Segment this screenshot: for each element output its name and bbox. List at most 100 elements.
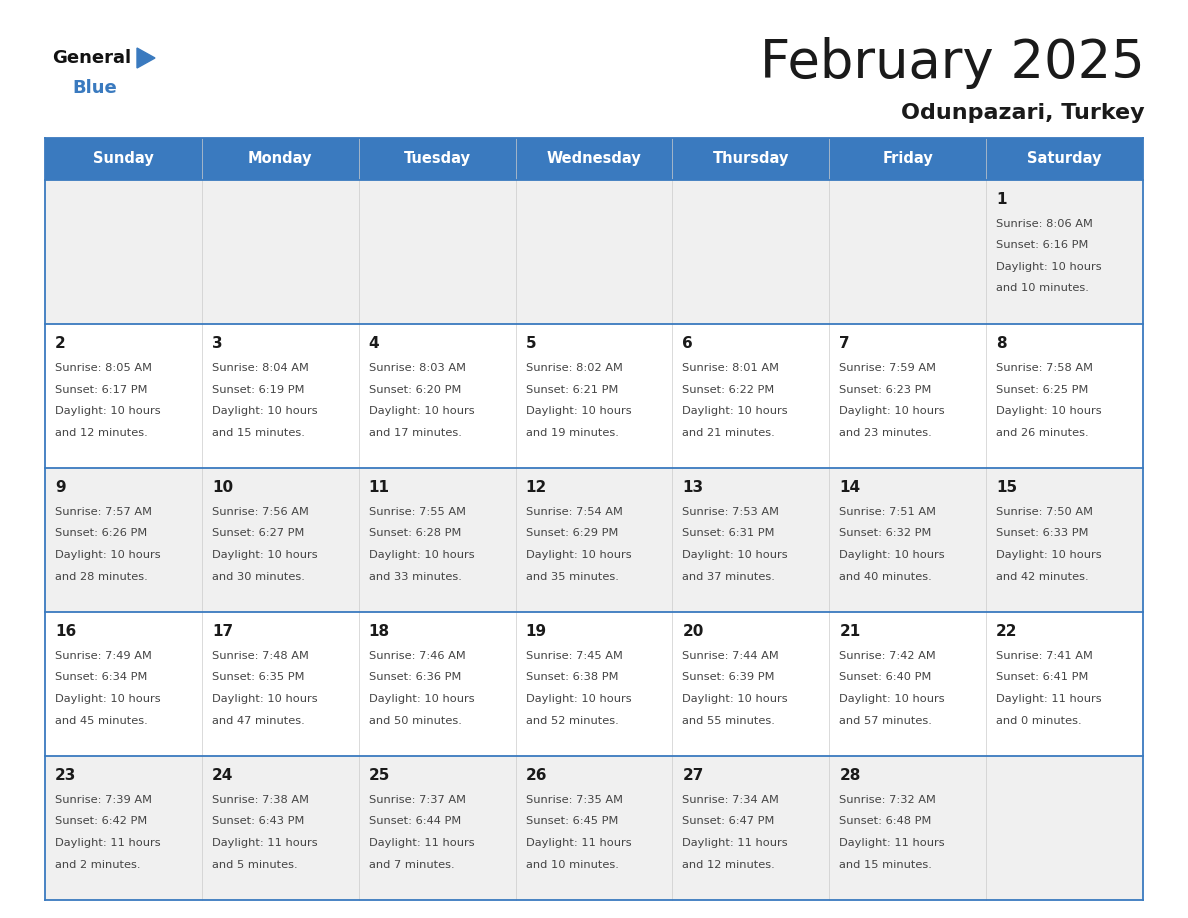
Text: and 50 minutes.: and 50 minutes. — [368, 715, 462, 725]
Text: Daylight: 11 hours: Daylight: 11 hours — [368, 838, 474, 848]
Text: Sunrise: 7:48 AM: Sunrise: 7:48 AM — [211, 651, 309, 661]
Text: Daylight: 10 hours: Daylight: 10 hours — [55, 550, 160, 560]
Text: Daylight: 10 hours: Daylight: 10 hours — [211, 406, 317, 416]
Text: 2: 2 — [55, 336, 65, 351]
Text: Daylight: 11 hours: Daylight: 11 hours — [997, 694, 1101, 704]
Text: Sunset: 6:45 PM: Sunset: 6:45 PM — [525, 816, 618, 826]
Bar — [45, 468, 1143, 612]
Text: Sunset: 6:20 PM: Sunset: 6:20 PM — [368, 385, 461, 395]
Text: and 47 minutes.: and 47 minutes. — [211, 715, 304, 725]
Text: and 10 minutes.: and 10 minutes. — [997, 284, 1089, 294]
Text: Monday: Monday — [248, 151, 312, 166]
Text: Sunset: 6:23 PM: Sunset: 6:23 PM — [839, 385, 931, 395]
Text: Daylight: 10 hours: Daylight: 10 hours — [368, 406, 474, 416]
Text: and 5 minutes.: and 5 minutes. — [211, 859, 297, 869]
Text: and 30 minutes.: and 30 minutes. — [211, 572, 305, 581]
Text: Daylight: 10 hours: Daylight: 10 hours — [525, 550, 631, 560]
Text: and 15 minutes.: and 15 minutes. — [839, 859, 933, 869]
Bar — [45, 180, 1143, 324]
Text: and 19 minutes.: and 19 minutes. — [525, 428, 619, 438]
Text: Sunset: 6:29 PM: Sunset: 6:29 PM — [525, 529, 618, 539]
Text: Sunset: 6:21 PM: Sunset: 6:21 PM — [525, 385, 618, 395]
Text: Daylight: 11 hours: Daylight: 11 hours — [525, 838, 631, 848]
Text: Daylight: 10 hours: Daylight: 10 hours — [368, 694, 474, 704]
Text: and 37 minutes.: and 37 minutes. — [682, 572, 776, 581]
Text: and 40 minutes.: and 40 minutes. — [839, 572, 933, 581]
Text: Sunrise: 7:57 AM: Sunrise: 7:57 AM — [55, 507, 152, 517]
Text: and 33 minutes.: and 33 minutes. — [368, 572, 462, 581]
Text: Daylight: 10 hours: Daylight: 10 hours — [211, 550, 317, 560]
Text: 8: 8 — [997, 336, 1006, 351]
Text: Sunset: 6:26 PM: Sunset: 6:26 PM — [55, 529, 147, 539]
Text: and 23 minutes.: and 23 minutes. — [839, 428, 933, 438]
Text: Daylight: 10 hours: Daylight: 10 hours — [368, 550, 474, 560]
Text: Sunrise: 7:39 AM: Sunrise: 7:39 AM — [55, 795, 152, 805]
Text: and 45 minutes.: and 45 minutes. — [55, 715, 147, 725]
Text: Daylight: 10 hours: Daylight: 10 hours — [839, 550, 944, 560]
Text: and 26 minutes.: and 26 minutes. — [997, 428, 1088, 438]
Text: and 12 minutes.: and 12 minutes. — [682, 859, 776, 869]
Text: Sunset: 6:22 PM: Sunset: 6:22 PM — [682, 385, 775, 395]
Text: 11: 11 — [368, 480, 390, 495]
Text: Sunset: 6:34 PM: Sunset: 6:34 PM — [55, 673, 147, 682]
Text: Sunrise: 7:42 AM: Sunrise: 7:42 AM — [839, 651, 936, 661]
Text: Sunrise: 7:34 AM: Sunrise: 7:34 AM — [682, 795, 779, 805]
Text: Sunset: 6:35 PM: Sunset: 6:35 PM — [211, 673, 304, 682]
Text: Sunrise: 7:35 AM: Sunrise: 7:35 AM — [525, 795, 623, 805]
Text: 21: 21 — [839, 624, 860, 639]
Text: Sunset: 6:47 PM: Sunset: 6:47 PM — [682, 816, 775, 826]
Text: Daylight: 10 hours: Daylight: 10 hours — [682, 550, 788, 560]
Text: 22: 22 — [997, 624, 1018, 639]
Text: Daylight: 10 hours: Daylight: 10 hours — [997, 262, 1101, 272]
Text: Sunrise: 7:53 AM: Sunrise: 7:53 AM — [682, 507, 779, 517]
Text: Daylight: 10 hours: Daylight: 10 hours — [997, 550, 1101, 560]
Text: Sunrise: 7:41 AM: Sunrise: 7:41 AM — [997, 651, 1093, 661]
Text: and 21 minutes.: and 21 minutes. — [682, 428, 776, 438]
Text: 5: 5 — [525, 336, 536, 351]
Text: 1: 1 — [997, 192, 1006, 207]
Text: and 42 minutes.: and 42 minutes. — [997, 572, 1088, 581]
Text: 26: 26 — [525, 768, 546, 783]
Text: Daylight: 11 hours: Daylight: 11 hours — [55, 838, 160, 848]
Text: 23: 23 — [55, 768, 76, 783]
Text: Sunset: 6:16 PM: Sunset: 6:16 PM — [997, 241, 1088, 251]
Bar — [45, 138, 1143, 180]
Text: Sunrise: 8:01 AM: Sunrise: 8:01 AM — [682, 363, 779, 373]
Text: and 0 minutes.: and 0 minutes. — [997, 715, 1082, 725]
Bar — [45, 612, 1143, 756]
Text: Daylight: 10 hours: Daylight: 10 hours — [682, 694, 788, 704]
Text: Sunset: 6:17 PM: Sunset: 6:17 PM — [55, 385, 147, 395]
Text: and 17 minutes.: and 17 minutes. — [368, 428, 462, 438]
Text: 3: 3 — [211, 336, 222, 351]
Text: 13: 13 — [682, 480, 703, 495]
Text: Sunset: 6:33 PM: Sunset: 6:33 PM — [997, 529, 1088, 539]
Text: Sunset: 6:39 PM: Sunset: 6:39 PM — [682, 673, 775, 682]
Text: Daylight: 10 hours: Daylight: 10 hours — [525, 694, 631, 704]
Text: and 52 minutes.: and 52 minutes. — [525, 715, 618, 725]
Text: and 55 minutes.: and 55 minutes. — [682, 715, 776, 725]
Text: Sunday: Sunday — [93, 151, 153, 166]
Text: and 12 minutes.: and 12 minutes. — [55, 428, 147, 438]
Text: and 2 minutes.: and 2 minutes. — [55, 859, 140, 869]
Text: Sunrise: 7:50 AM: Sunrise: 7:50 AM — [997, 507, 1093, 517]
Text: Daylight: 10 hours: Daylight: 10 hours — [55, 694, 160, 704]
Text: Sunset: 6:41 PM: Sunset: 6:41 PM — [997, 673, 1088, 682]
Text: Sunset: 6:42 PM: Sunset: 6:42 PM — [55, 816, 147, 826]
Text: 15: 15 — [997, 480, 1017, 495]
Text: February 2025: February 2025 — [760, 37, 1145, 89]
Text: Sunrise: 7:46 AM: Sunrise: 7:46 AM — [368, 651, 466, 661]
Text: Daylight: 11 hours: Daylight: 11 hours — [682, 838, 788, 848]
Text: 27: 27 — [682, 768, 703, 783]
Text: Daylight: 10 hours: Daylight: 10 hours — [839, 406, 944, 416]
Text: Sunrise: 7:45 AM: Sunrise: 7:45 AM — [525, 651, 623, 661]
Text: and 7 minutes.: and 7 minutes. — [368, 859, 454, 869]
Text: 19: 19 — [525, 624, 546, 639]
Text: Sunrise: 7:49 AM: Sunrise: 7:49 AM — [55, 651, 152, 661]
Text: Sunrise: 8:04 AM: Sunrise: 8:04 AM — [211, 363, 309, 373]
Text: Sunrise: 7:58 AM: Sunrise: 7:58 AM — [997, 363, 1093, 373]
Text: 18: 18 — [368, 624, 390, 639]
Text: and 35 minutes.: and 35 minutes. — [525, 572, 619, 581]
Text: Daylight: 11 hours: Daylight: 11 hours — [211, 838, 317, 848]
Text: 28: 28 — [839, 768, 860, 783]
Text: Sunset: 6:27 PM: Sunset: 6:27 PM — [211, 529, 304, 539]
